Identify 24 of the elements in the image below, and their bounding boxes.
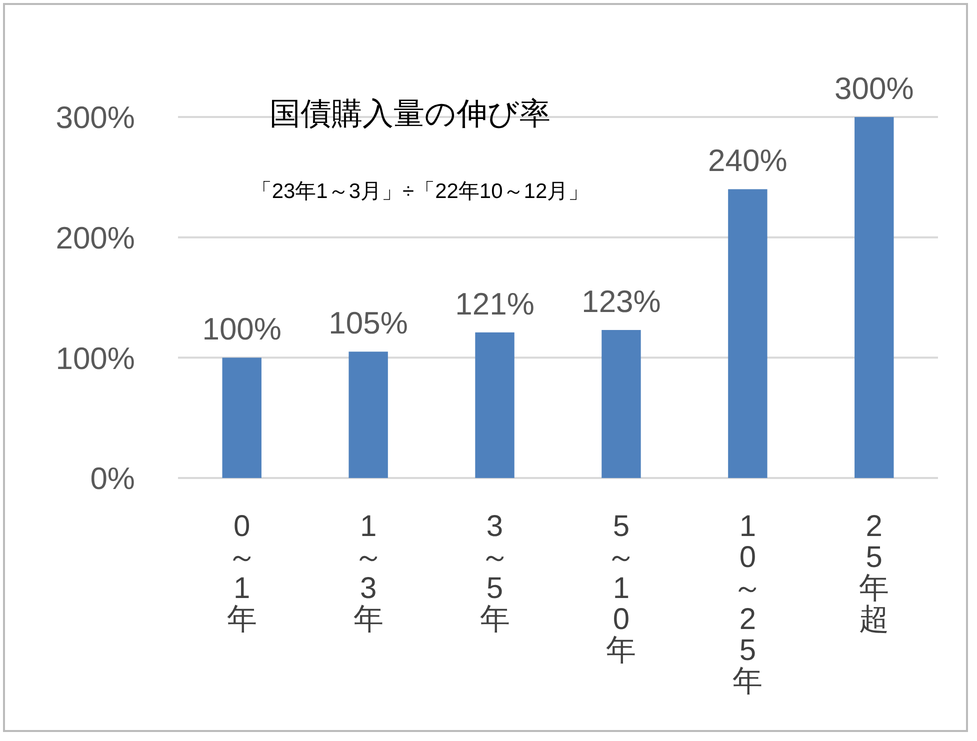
data-label: 105% xyxy=(328,306,408,341)
bar xyxy=(475,332,514,478)
y-tick-label: 0% xyxy=(90,461,135,496)
bar xyxy=(348,352,388,478)
data-label: 100% xyxy=(202,312,282,347)
bar xyxy=(602,330,641,478)
data-label: 121% xyxy=(455,286,534,322)
data-label: 240% xyxy=(708,143,788,178)
x-tick-label: 0～1年 xyxy=(226,510,257,636)
chart-title: 国債購入量の伸び率 xyxy=(270,96,550,131)
y-tick-label: 100% xyxy=(56,340,135,376)
text: 「23年1～3月」÷「22年10～12月」 xyxy=(250,180,590,203)
x-tick-label: 1～3年 xyxy=(353,510,384,636)
data-label: 300% xyxy=(834,71,914,106)
x-tick-label: 10～25年 xyxy=(732,510,763,698)
x-tick-label: 3～5年 xyxy=(480,510,510,636)
bar xyxy=(222,358,262,478)
x-tick-label: 5～10年 xyxy=(606,510,636,667)
y-tick-label: 200% xyxy=(56,220,135,256)
bar xyxy=(854,117,894,478)
x-tick-label: 25年超 xyxy=(859,510,890,636)
y-tick-label: 300% xyxy=(56,100,135,136)
bar xyxy=(728,189,768,478)
data-label: 123% xyxy=(582,284,661,319)
